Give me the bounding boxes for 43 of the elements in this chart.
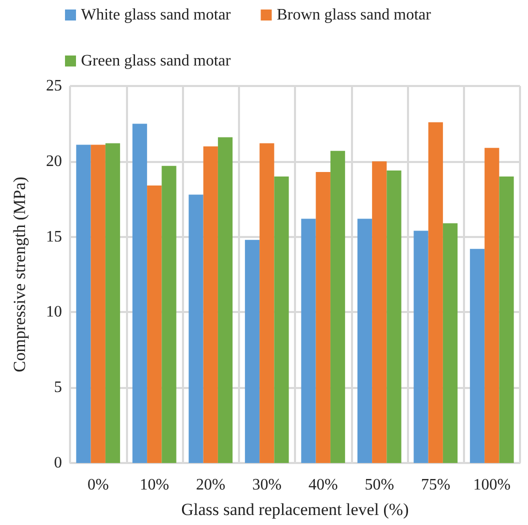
- bar: [105, 143, 120, 463]
- x-tick-label: 100%: [473, 476, 511, 494]
- bar: [386, 170, 402, 463]
- bar: [274, 176, 289, 463]
- bar: [132, 124, 148, 463]
- legend-label: Brown glass sand motar: [276, 6, 432, 24]
- bar: [244, 240, 260, 463]
- y-tick-label: 25: [46, 78, 62, 94]
- bar: [147, 186, 162, 463]
- bar: [162, 166, 176, 463]
- bar: [203, 146, 218, 463]
- bar: [484, 148, 500, 463]
- x-tick-label: 40%: [308, 476, 338, 494]
- legend-label: White glass sand motar: [81, 6, 232, 24]
- bar: [499, 176, 514, 463]
- bar: [470, 248, 485, 463]
- legend-label: Green glass sand motar: [81, 52, 232, 70]
- y-axis-title: Compressive strength (MPa): [10, 176, 29, 372]
- bar: [330, 150, 346, 463]
- x-tick-label: 0%: [87, 476, 109, 494]
- x-tick-label: 75%: [420, 476, 450, 494]
- bar: [357, 218, 372, 463]
- bar: [188, 194, 204, 463]
- bar: [372, 161, 387, 463]
- y-tick-label: 10: [46, 304, 62, 321]
- y-tick-label: 20: [46, 152, 62, 170]
- x-tick-label: 10%: [140, 476, 170, 494]
- y-tick-label: 15: [46, 228, 62, 246]
- y-tick-label: 0: [54, 454, 62, 472]
- bar: [260, 143, 274, 463]
- bar: [301, 218, 316, 463]
- bar: [90, 144, 106, 463]
- x-tick-label: 30%: [252, 476, 282, 494]
- bar: [414, 230, 428, 463]
- x-tick-label: 50%: [364, 476, 394, 494]
- y-tick-label: 5: [54, 379, 62, 396]
- bar: [428, 122, 443, 463]
- bar: [442, 223, 458, 463]
- bar: [218, 137, 233, 463]
- bar: [76, 144, 91, 463]
- x-tick-label: 20%: [196, 476, 226, 494]
- x-axis-title: Glass sand replacement level (%): [181, 500, 409, 519]
- bar: [316, 172, 330, 463]
